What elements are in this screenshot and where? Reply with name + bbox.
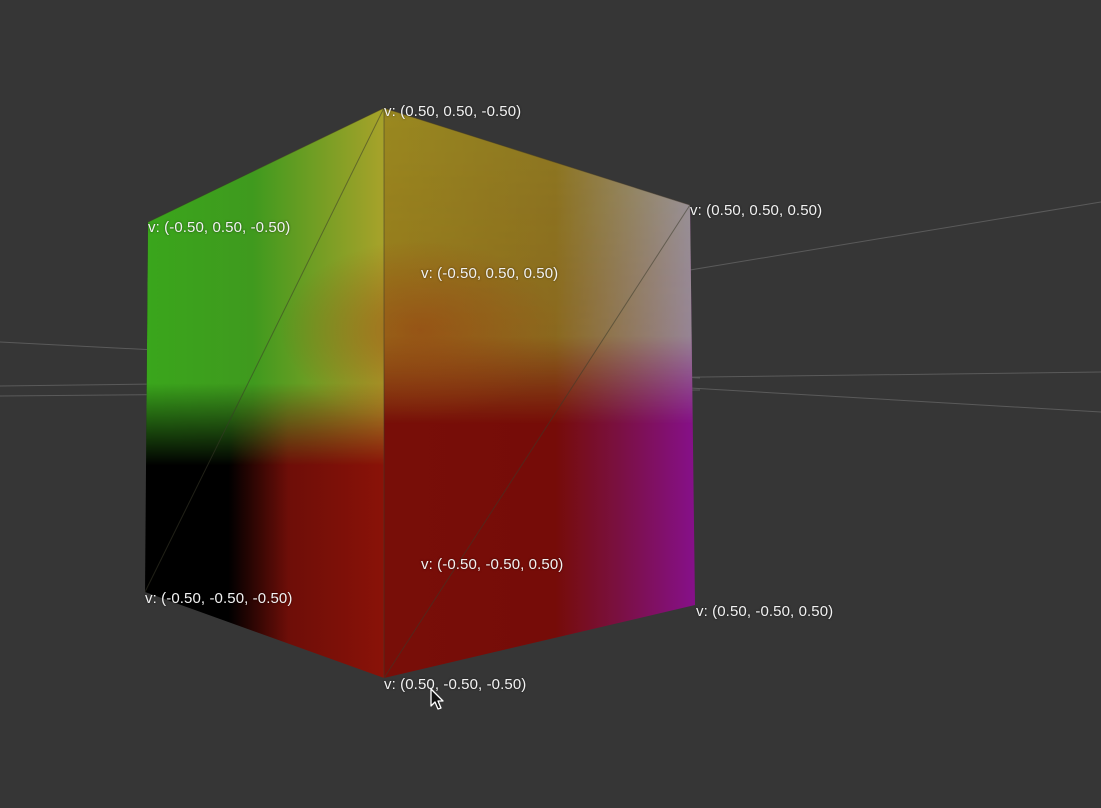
vertex-label-top-back: v: (0.50, 0.50, -0.50)	[384, 103, 522, 120]
vertex-label-back-top-left: v: (-0.50, 0.50, -0.50)	[148, 219, 291, 236]
cube-front-face[interactable]	[280, 108, 695, 678]
vertex-label-bottom-left: v: (-0.50, -0.50, -0.50)	[145, 590, 293, 607]
vertex-label-top-right: v: (0.50, 0.50, 0.50)	[690, 202, 823, 219]
vertex-label-bottom-center: v: (0.50, -0.50, -0.50)	[384, 676, 527, 693]
cube-left-face[interactable]	[145, 108, 384, 678]
vertex-label-bottom-right: v: (0.50, -0.50, 0.50)	[696, 603, 834, 620]
vertex-label-top-front: v: (-0.50, 0.50, 0.50)	[421, 265, 559, 282]
vertex-label-bottom-front-inner: v: (-0.50, -0.50, 0.50)	[421, 556, 564, 573]
cube-wireframe	[144, 107, 691, 679]
mouse-pointer-icon	[430, 688, 444, 710]
